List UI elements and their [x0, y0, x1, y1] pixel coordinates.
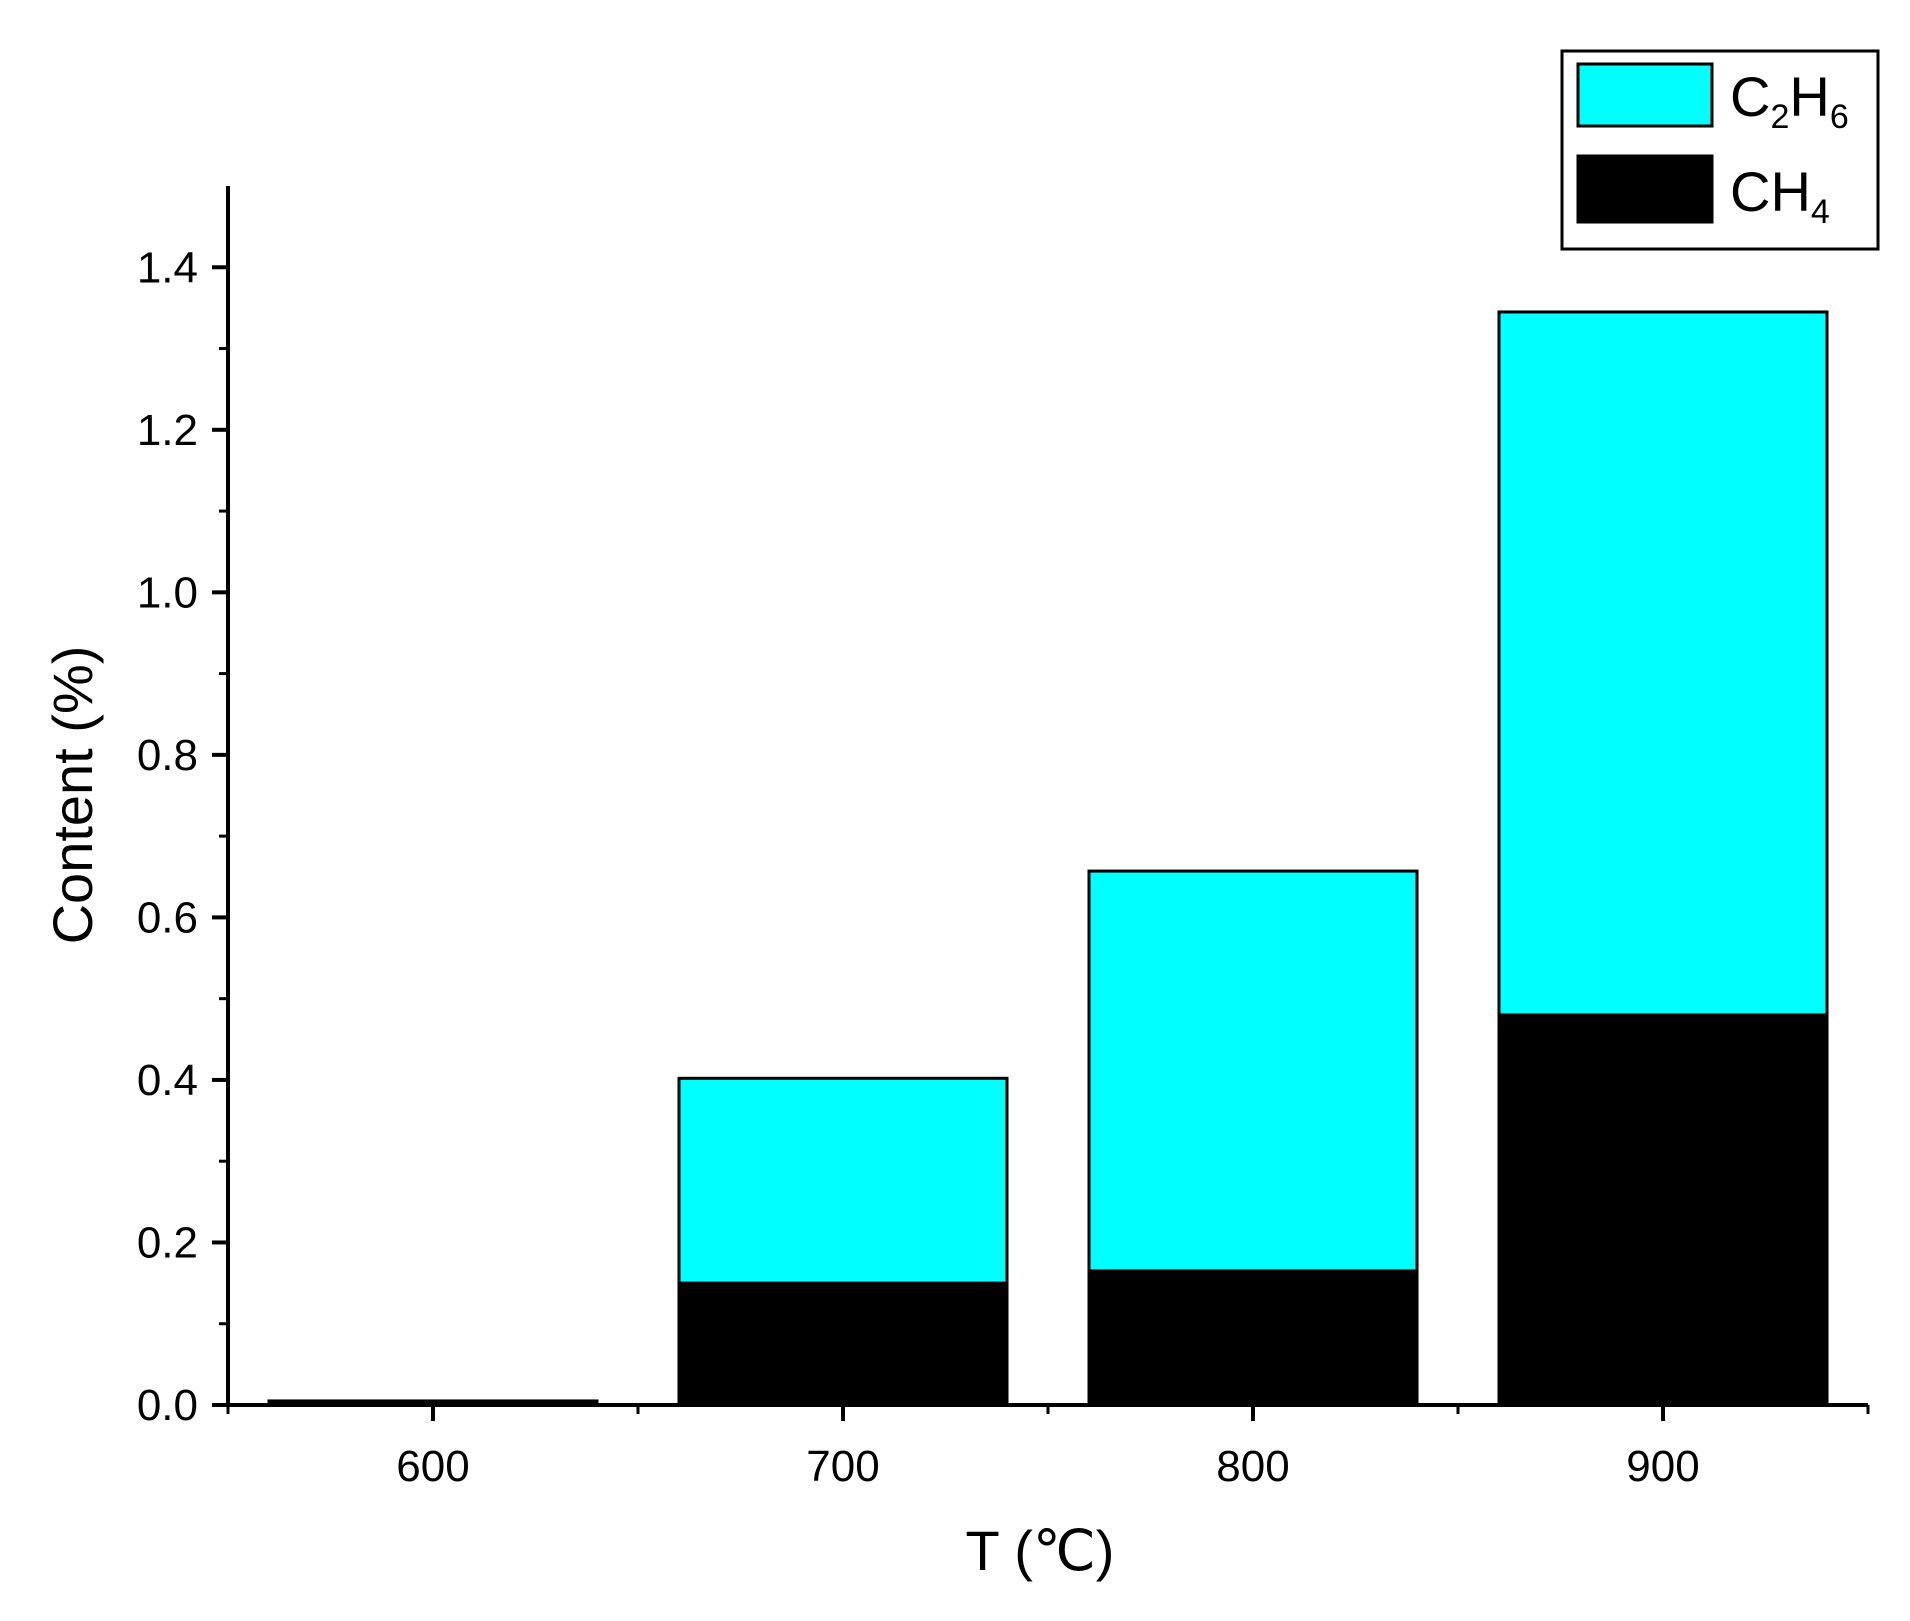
bar-ch4-900	[1497, 1013, 1829, 1407]
legend-c2h6-h: H	[1789, 65, 1829, 128]
bar-c2h6-800	[1087, 869, 1419, 1273]
y-tick-label-1.2: 1.2	[137, 406, 198, 455]
legend-swatch-ch4	[1576, 154, 1714, 224]
y-axis-title: Content (%)	[41, 646, 104, 945]
bars-group	[267, 310, 1829, 1407]
bar-c2h6-700	[677, 1076, 1009, 1285]
y-tick-label-0.4: 0.4	[137, 1056, 198, 1105]
y-tick-label-0.2: 0.2	[137, 1218, 198, 1267]
legend-ch4-ch: CH	[1730, 160, 1811, 223]
y-tick-label-0.6: 0.6	[137, 893, 198, 942]
x-tick-label-600: 600	[396, 1442, 469, 1491]
legend-c2h6-sub6: 6	[1830, 98, 1849, 136]
bar-ch4-700	[677, 1281, 1009, 1407]
bar-c2h6-900	[1497, 310, 1829, 1017]
x-tick-label-900: 900	[1626, 1442, 1699, 1491]
legend-c2h6-c: C	[1730, 65, 1770, 128]
x-tick-label-700: 700	[806, 1442, 879, 1491]
legend-ch4-sub4: 4	[1811, 193, 1830, 231]
legend-label-ch4: CH4	[1730, 160, 1830, 231]
y-tick-label-1.4: 1.4	[137, 243, 198, 292]
y-tick-label-0.0: 0.0	[137, 1381, 198, 1430]
legend: C2H6 CH4	[1560, 49, 1880, 251]
y-tick-label-1.0: 1.0	[137, 568, 198, 617]
bar-ch4-800	[1087, 1269, 1419, 1407]
legend-label-c2h6: C2H6	[1730, 65, 1849, 136]
x-tick-label-800: 800	[1216, 1442, 1289, 1491]
legend-c2h6-sub2: 2	[1770, 98, 1789, 136]
x-axis-title: T (℃)	[966, 1519, 1115, 1582]
y-tick-label-0.8: 0.8	[137, 731, 198, 780]
ticks-group: 0.0 0.2 0.4 0.6 0.8 1.0 1.2 1.4 600 700 800 900	[137, 243, 1870, 1491]
legend-swatch-c2h6	[1576, 62, 1714, 128]
